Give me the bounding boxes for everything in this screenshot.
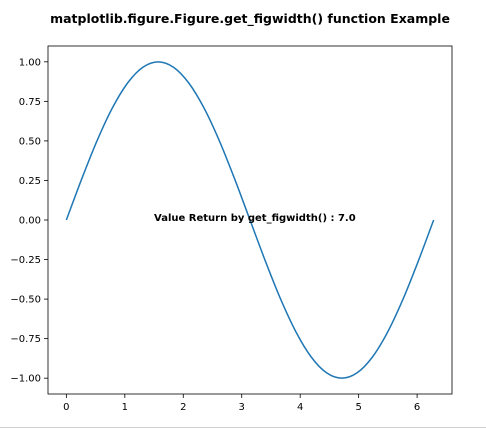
y-tick-label: 0.25 bbox=[19, 176, 41, 187]
y-axis: 1.00 0.75 0.50 0.25 0.00 −0.25 −0.50 −0.75 −1.00 bbox=[10, 57, 48, 385]
y-tick-label: −0.50 bbox=[10, 295, 41, 306]
x-tick-label: 5 bbox=[355, 402, 361, 413]
x-axis: 0 1 2 3 4 5 6 bbox=[63, 394, 420, 413]
x-tick-label: 0 bbox=[63, 402, 69, 413]
y-tick-label: 0.00 bbox=[19, 216, 41, 227]
series-line bbox=[65, 61, 435, 379]
y-tick-label: 0.75 bbox=[19, 97, 41, 108]
chart-title: matplotlib.figure.Figure.get_figwidth() … bbox=[50, 11, 450, 27]
x-tick-label: 3 bbox=[239, 402, 245, 413]
x-tick-label: 4 bbox=[297, 402, 303, 413]
x-tick-label: 1 bbox=[122, 402, 128, 413]
annotation-label: Value Return by get_figwidth() : 7.0 bbox=[154, 213, 356, 224]
y-tick-label: 0.50 bbox=[19, 136, 41, 147]
y-tick-label: −0.25 bbox=[10, 255, 41, 266]
y-tick-label: −1.00 bbox=[10, 374, 41, 385]
x-tick-label: 6 bbox=[414, 402, 420, 413]
y-tick-label: −0.75 bbox=[10, 334, 41, 345]
divider bbox=[0, 427, 486, 428]
y-tick-label: 1.00 bbox=[19, 57, 41, 68]
x-tick-label: 2 bbox=[180, 402, 186, 413]
